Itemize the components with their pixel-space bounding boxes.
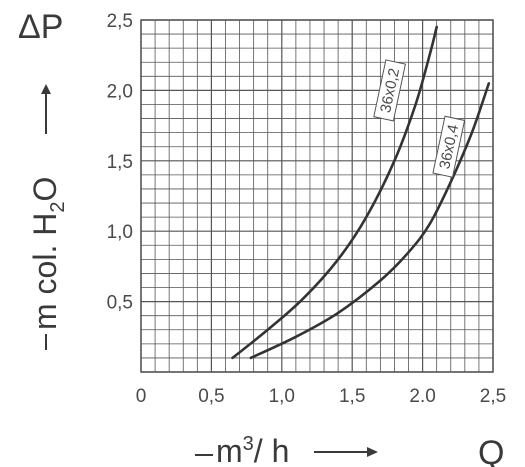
x-axis-title: m3/ h [195, 433, 378, 467]
y-axis-arrow-head [41, 84, 51, 94]
x-axis-label-sup: 3 [243, 433, 254, 455]
series-line-1 [231, 25, 438, 360]
svg-text:m col. H2O: m col. H2O [27, 177, 69, 330]
y-tick-label: 1,0 [107, 222, 133, 243]
x-tick-label: 0 [136, 386, 147, 407]
y-tick-label: 2,5 [107, 11, 133, 32]
y-tick-label: 0,5 [107, 293, 133, 314]
series-label-box [432, 115, 466, 178]
x-axis-label-prefix: m [216, 433, 243, 467]
x-tick-label: 1,0 [269, 386, 295, 407]
y-axis-label-suffix: O [27, 177, 63, 202]
y-tick-label: 1,5 [107, 152, 133, 173]
x-tick-label: 1,5 [339, 386, 365, 407]
svg-text:m3/ h: m3/ h [216, 433, 289, 467]
series-line-2 [249, 82, 491, 360]
y-axis-title: m col. H2O [27, 84, 69, 350]
y-tick-label: 2,0 [107, 81, 133, 102]
tick-labels: 0 0,5 1,0 1,5 2.0 2,5 0,5 1,0 1,5 2,0 2,5 [107, 11, 507, 407]
x-tick-label: 2.0 [409, 386, 435, 407]
x-tick-label: 0,5 [198, 386, 224, 407]
series-label-box [373, 59, 407, 122]
x-axis-label-suffix: / h [254, 433, 290, 467]
x-axis-symbol: Q [478, 434, 504, 467]
plot-frame [140, 19, 494, 373]
y-axis-label-prefix: m col. H [27, 213, 63, 330]
grid [140, 19, 494, 373]
x-axis-arrow-head [367, 447, 378, 457]
x-tick-label: 2,5 [480, 386, 506, 407]
y-axis-label-sub: 2 [47, 202, 69, 213]
y-axis-symbol: ΔP [18, 8, 63, 46]
